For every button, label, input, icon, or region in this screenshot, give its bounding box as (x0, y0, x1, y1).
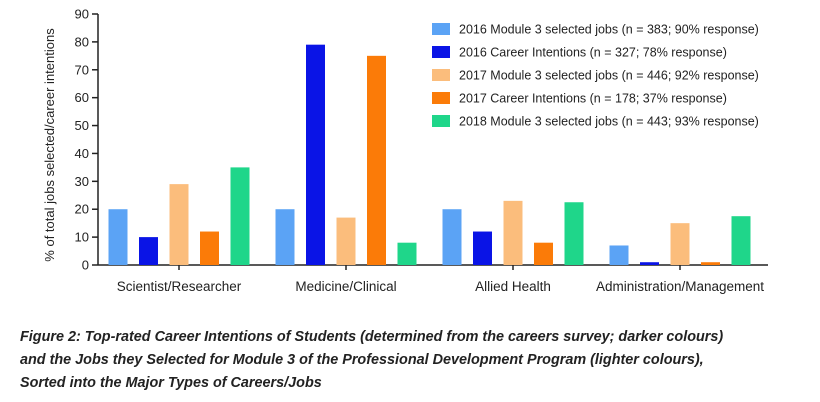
bar (640, 262, 659, 265)
x-category-label: Administration/Management (596, 279, 764, 294)
legend-swatch (432, 92, 450, 104)
legend-entry: 2016 Module 3 selected jobs (n = 383; 90… (459, 23, 759, 37)
bar (534, 242, 553, 265)
y-tick-label: 80 (75, 34, 89, 49)
bars (108, 44, 751, 266)
figure-caption: Figure 2: Top-rated Career Intentions of… (20, 326, 810, 395)
bar (473, 231, 492, 265)
y-axis-label: % of total jobs selected/career intentio… (42, 28, 57, 262)
caption-line-2: and the Jobs they Selected for Module 3 … (20, 352, 704, 368)
y-tick-label: 40 (75, 146, 89, 161)
legend-swatch (432, 69, 450, 81)
bar (230, 167, 250, 265)
legend-entry: 2017 Career Intentions (n = 178; 37% res… (459, 92, 727, 106)
y-ticks: 0 10 20 30 40 50 60 70 80 90 (75, 7, 98, 273)
legend-entry: 2016 Career Intentions (n = 327; 78% res… (459, 46, 727, 60)
bar (108, 209, 128, 265)
caption-line-3: Sorted into the Major Types of Careers/J… (20, 375, 322, 391)
bar (200, 231, 219, 265)
y-tick-label: 0 (82, 258, 89, 273)
y-tick-label: 60 (75, 90, 89, 105)
y-tick-label: 10 (75, 230, 89, 245)
bar (336, 217, 356, 265)
legend-swatch (432, 23, 450, 35)
bar (367, 55, 386, 266)
bar (397, 242, 417, 265)
bar (701, 262, 720, 265)
legend-entry: 2017 Module 3 selected jobs (n = 446; 92… (459, 69, 759, 83)
y-tick-label: 20 (75, 202, 89, 217)
legend: 2016 Module 3 selected jobs (n = 383; 90… (432, 23, 759, 129)
y-tick-label: 30 (75, 174, 89, 189)
bar (503, 200, 523, 265)
bar (609, 245, 629, 265)
x-category-label: Allied Health (475, 279, 551, 294)
chart: % of total jobs selected/career intentio… (42, 7, 768, 294)
bar (670, 223, 690, 265)
x-category-label: Medicine/Clinical (295, 279, 396, 294)
legend-swatch (432, 115, 450, 127)
x-category-label: Scientist/Researcher (117, 279, 242, 294)
bar (442, 209, 462, 265)
legend-swatch (432, 46, 450, 58)
y-tick-label: 70 (75, 62, 89, 77)
caption-line-1: Figure 2: Top-rated Career Intentions of… (20, 329, 724, 345)
x-categories: Scientist/Researcher Medicine/Clinical All… (117, 265, 764, 294)
legend-entry: 2018 Module 3 selected jobs (n = 443; 93… (459, 115, 759, 129)
y-tick-label: 90 (75, 7, 89, 22)
bar (564, 202, 584, 265)
bar (169, 184, 189, 265)
bar (731, 216, 751, 265)
bar (139, 237, 158, 265)
bar (306, 44, 325, 265)
bar (275, 209, 295, 265)
y-tick-label: 50 (75, 118, 89, 133)
